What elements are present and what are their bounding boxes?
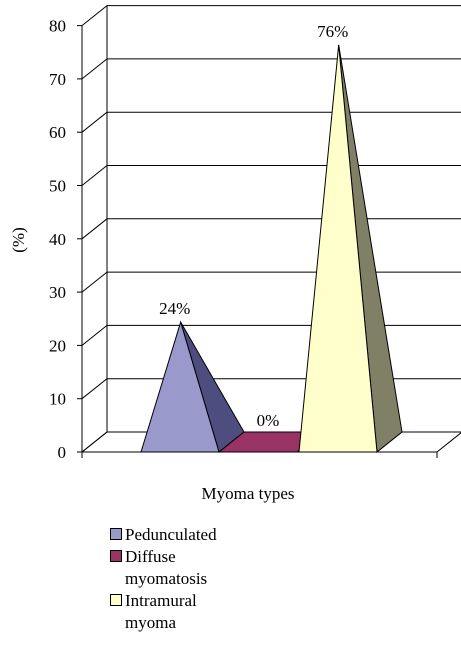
legend-item: Diffuse myomatosis [110, 546, 225, 590]
y-tick-connector [81, 218, 108, 240]
y-tick-connector [81, 5, 108, 26]
y-tick-label: 60 [49, 123, 66, 142]
bar-chart: 0 10 20 30 40 50 60 70 80 24% 0% 76% (%) Myoma typ… [9, 5, 461, 503]
y-tick-connector [81, 431, 108, 453]
y-tick-connector [81, 271, 108, 293]
legend-item: Pedunculated [110, 524, 225, 546]
y-tick-connector [81, 378, 108, 400]
data-label: 0% [257, 411, 280, 430]
legend-swatch [110, 528, 122, 540]
y-tick-label: 40 [49, 230, 66, 249]
x-axis-title: Myoma types [201, 484, 294, 503]
y-tick-connector [81, 111, 108, 133]
data-labels: 24% 0% 76% [159, 22, 348, 430]
y-tick-connector [81, 165, 108, 186]
legend: Pedunculated Diffuse myomatosis Intramural… [110, 524, 225, 634]
gridlines [107, 5, 461, 380]
y-tick-label: 0 [58, 443, 67, 462]
legend-swatch [110, 594, 122, 606]
y-tick-label: 20 [49, 336, 66, 355]
y-axis-title: (%) [9, 227, 28, 252]
legend-item: Intramural myoma [110, 590, 225, 634]
y-tick-label: 30 [49, 283, 66, 302]
legend-label: Diffuse myomatosis [125, 547, 208, 588]
legend-label: Intramural myoma [125, 591, 197, 632]
y-tick-label: 10 [49, 390, 66, 409]
y-tick-labels: 0 10 20 30 40 50 60 70 80 [49, 17, 66, 462]
data-label: 24% [159, 299, 190, 318]
bar-front-face [298, 44, 378, 453]
y-tick-label: 70 [49, 70, 66, 89]
y-tick-label: 80 [49, 17, 66, 36]
y-tick-label: 50 [49, 177, 66, 196]
data-label: 76% [317, 22, 348, 41]
axes [77, 5, 461, 458]
legend-swatch [110, 550, 122, 562]
y-tick-connector [81, 325, 108, 346]
legend-label: Pedunculated [125, 525, 217, 544]
bar-front-face [140, 320, 220, 453]
bars [140, 44, 403, 453]
y-tick-connector [81, 58, 108, 80]
